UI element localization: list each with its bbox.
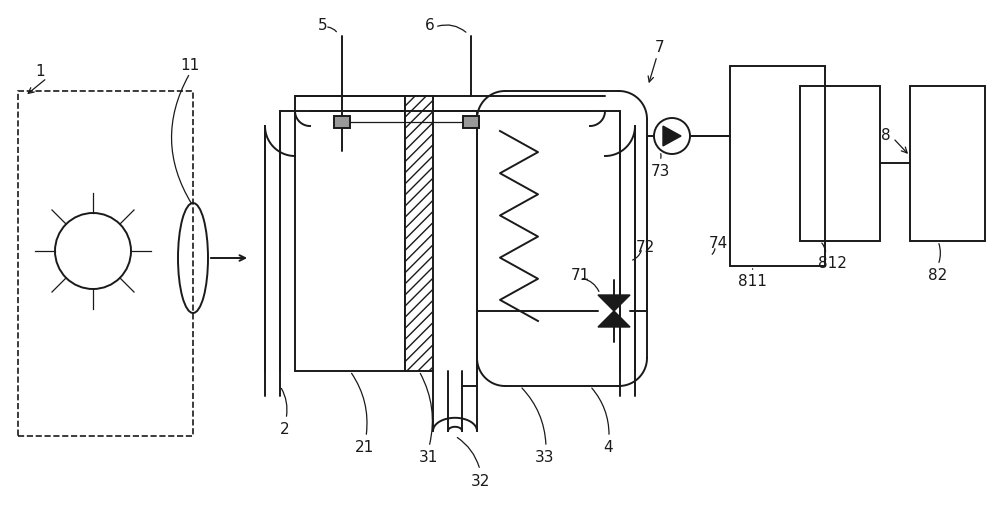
Bar [405, 96, 433, 371]
Text: 31: 31 [418, 450, 438, 466]
Text: 82: 82 [928, 268, 948, 284]
Text: 21: 21 [355, 440, 375, 456]
Text: 73: 73 [650, 164, 670, 178]
Circle shape [654, 118, 690, 154]
Bar [463, 116, 479, 128]
Text: 32: 32 [470, 473, 490, 489]
Text: 72: 72 [635, 240, 655, 256]
Text: 6: 6 [425, 18, 435, 34]
Bar [334, 116, 350, 128]
Polygon shape [598, 311, 630, 327]
Text: 33: 33 [535, 450, 555, 466]
Text: 74: 74 [708, 237, 728, 251]
Bar [295, 96, 405, 371]
Polygon shape [598, 295, 630, 311]
Bar [910, 86, 985, 241]
Bar [800, 86, 880, 241]
Text: 8: 8 [881, 128, 891, 144]
Text: 2: 2 [280, 422, 290, 438]
Text: 811: 811 [738, 274, 766, 288]
Text: 11: 11 [180, 58, 200, 74]
Text: 71: 71 [570, 268, 590, 284]
Text: 7: 7 [655, 41, 665, 56]
Text: 812: 812 [818, 257, 846, 271]
Text: 5: 5 [318, 18, 328, 34]
Text: 4: 4 [603, 440, 613, 456]
Polygon shape [663, 126, 681, 146]
Text: 1: 1 [35, 64, 45, 78]
Bar [18, 91, 193, 436]
Bar [730, 66, 825, 266]
